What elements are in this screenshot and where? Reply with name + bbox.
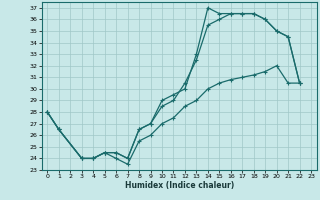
X-axis label: Humidex (Indice chaleur): Humidex (Indice chaleur) [124,181,234,190]
